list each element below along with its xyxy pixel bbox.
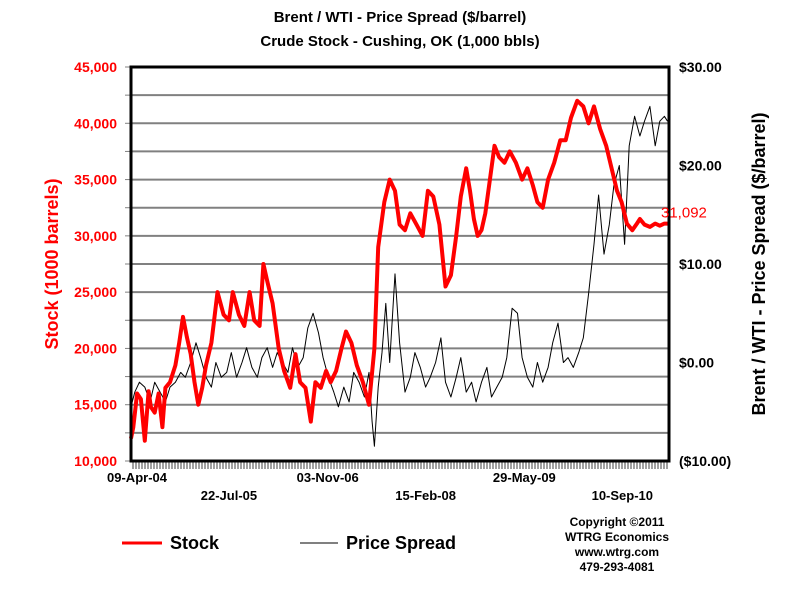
chart-subtitle: Crude Stock - Cushing, OK (1,000 bbls)	[260, 33, 539, 50]
series-line-price-spread	[130, 105, 668, 447]
copyright-block: Copyright ©2011 WTRG Economics www.wtrg.…	[565, 515, 669, 574]
y-tick-label-left: 35,000	[74, 172, 117, 188]
y-axis-right-ticks: ($10.00) $0.00 $10.00 $20.00 $30.00	[679, 59, 731, 469]
y-axis-left-label: Stock (1000 barrels)	[42, 178, 62, 349]
x-tick-label: 15-Feb-08	[395, 488, 456, 503]
x-tick-label: 29-May-09	[493, 470, 556, 485]
chart-title: Brent / WTI - Price Spread ($/barrel)	[274, 9, 527, 26]
y-tick-label-left: 30,000	[74, 228, 117, 244]
y-tick-label-right: $0.00	[679, 355, 714, 371]
y-axis-right-label: Brent / WTI - Price Spread ($/barrel)	[749, 112, 769, 415]
y-tick-label-right: $30.00	[679, 59, 722, 75]
legend-label-stock: Stock	[170, 533, 220, 553]
y-tick-label-left: 45,000	[74, 59, 117, 75]
x-tick-label: 10-Sep-10	[592, 488, 653, 503]
y-axis-left-ticks: 10,000 15,000 20,000 25,000 30,000 35,000 40,0…	[74, 59, 117, 469]
y-tick-label-left: 40,000	[74, 115, 117, 131]
x-tick-marks	[132, 462, 668, 469]
x-axis-ticks: 09-Apr-04 22-Jul-05 03-Nov-06 15-Feb-08 29-M…	[107, 470, 653, 503]
company-name: WTRG Economics	[565, 530, 669, 544]
gridlines	[125, 66, 669, 462]
copyright-line: Copyright ©2011	[570, 515, 665, 529]
y-tick-label-right: ($10.00)	[679, 453, 731, 469]
y-tick-label-right: $10.00	[679, 256, 722, 272]
legend-label-price-spread: Price Spread	[346, 533, 456, 553]
x-tick-label: 09-Apr-04	[107, 470, 168, 485]
series-layer	[129, 98, 668, 447]
phone: 479-293-4081	[580, 560, 655, 574]
x-tick-label: 03-Nov-06	[297, 470, 359, 485]
y-tick-label-left: 10,000	[74, 453, 117, 469]
plot-frame	[129, 65, 671, 463]
series-line-stock	[129, 98, 668, 443]
website: www.wtrg.com	[574, 545, 659, 559]
y-tick-label-left: 15,000	[74, 397, 117, 413]
y-tick-label-left: 25,000	[74, 284, 117, 300]
x-tick-label: 22-Jul-05	[201, 488, 257, 503]
legend: Stock Price Spread	[122, 533, 456, 553]
last-value-annotation: 31,092	[661, 205, 707, 222]
y-tick-label-left: 20,000	[74, 340, 117, 356]
y-tick-label-right: $20.00	[679, 158, 722, 174]
